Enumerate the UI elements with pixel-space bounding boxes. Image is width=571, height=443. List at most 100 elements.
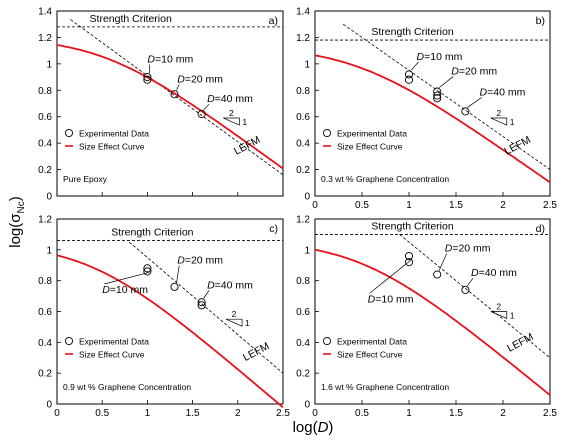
legend-marker-data <box>64 128 74 138</box>
lefm-label: LEFM <box>505 331 535 355</box>
data-point <box>197 298 206 307</box>
y-axis-label: log(σNc) <box>7 196 27 248</box>
y-tick-label: 0.4 <box>38 139 52 150</box>
y-tick-label: 0.2 <box>38 369 52 380</box>
strength-criterion-label: Strength Criterion <box>371 220 453 232</box>
size-label-variable: D <box>480 87 488 99</box>
size-label: D=10 mm <box>368 293 414 305</box>
size-label-variable: D <box>451 65 459 77</box>
y-tick-label: 0 <box>304 192 310 203</box>
size-label-value: =10 mm <box>375 293 413 305</box>
size-label-value: =10 mm <box>424 51 462 63</box>
size-label-value: =40 mm <box>487 87 525 99</box>
size-label-variable: D <box>177 73 185 85</box>
y-tick-label: 1 <box>46 245 52 256</box>
y-tick-label: 0.2 <box>296 369 310 380</box>
lefm-asymptote-line <box>129 241 284 374</box>
y-tick-label: 1.4 <box>296 7 310 18</box>
slope-run-label: 2 <box>496 108 501 118</box>
size-effect-curve <box>314 54 551 184</box>
x-tick-label: 0.5 <box>95 408 109 419</box>
x-tick-label: 1 <box>145 408 151 419</box>
panel-label: c) <box>269 223 278 235</box>
x-tick-label: 0.5 <box>355 200 369 211</box>
panel-caption: 0.9 wt % Graphene Concentration <box>63 382 191 392</box>
y-tick-label: 0.6 <box>38 307 52 318</box>
y-tick-label: 0.8 <box>38 276 52 287</box>
panel-caption: 0.3 wt % Graphene Concentration <box>321 174 449 184</box>
legend-entry-curve: Size Effect Curve <box>337 142 403 152</box>
x-tick-label: 1.5 <box>186 408 200 419</box>
y-tick-label: 0.4 <box>296 338 310 349</box>
x-tick-label: 0 <box>312 200 318 211</box>
y-tick-label: 0.2 <box>38 165 52 176</box>
x-tick-label: 1.5 <box>449 408 463 419</box>
y-tick-label: 0 <box>46 192 52 203</box>
plot-frame <box>314 10 551 197</box>
size-label-variable: D <box>445 242 453 254</box>
size-label-value: =10 mm <box>110 284 148 296</box>
x-tick-label: 1 <box>406 200 412 211</box>
data-point <box>404 70 414 79</box>
slope-run-label: 2 <box>232 309 237 319</box>
data-point <box>461 285 470 294</box>
data-point <box>143 75 152 84</box>
size-label: D=20 mm <box>451 65 497 77</box>
x-axis-label: log(D) <box>293 419 334 436</box>
size-label-variable: D <box>471 267 479 279</box>
x-tick-label: 2.5 <box>543 408 557 419</box>
size-label-leader <box>203 290 210 299</box>
size-label-value: =40 mm <box>215 93 253 105</box>
x-tick-label: 0.5 <box>355 408 369 419</box>
size-label-value: =20 mm <box>185 255 223 267</box>
slope-rise-label: 1 <box>242 117 247 127</box>
y-tick-label: 0.6 <box>296 112 310 123</box>
size-label-value: =20 mm <box>185 73 223 85</box>
y-tick-label: 0 <box>46 400 52 411</box>
size-label-value: =40 mm <box>215 279 253 291</box>
size-label-leader <box>104 271 150 285</box>
y-tick-label: 1.2 <box>296 33 310 44</box>
data-point <box>197 301 206 310</box>
slope-run-label: 2 <box>229 108 234 118</box>
data-point <box>404 258 414 267</box>
strength-criterion-label: Strength Criterion <box>111 227 193 239</box>
strength-criterion-label: Strength Criterion <box>90 13 172 25</box>
size-label-variable: D <box>417 51 425 63</box>
size-label-leader <box>369 259 412 294</box>
size-label-value: =20 mm <box>459 65 497 77</box>
panel-caption: Pure Epoxy <box>63 174 108 184</box>
plot-frame <box>56 10 284 197</box>
y-tick-label: 1.2 <box>296 215 310 226</box>
legend-marker-data <box>322 128 332 138</box>
y-tick-label: 0.4 <box>38 338 52 349</box>
chart-panel-c: 0 0.2 0.4 0.6 0.8 1 1.2 0 0.5 1 1.5 2 2.5 Strength Cr… <box>38 215 290 420</box>
legend-marker-data <box>322 336 332 346</box>
y-tick-label: 0.4 <box>296 139 310 150</box>
data-point <box>404 75 414 84</box>
size-label-leader <box>467 97 482 108</box>
panel-label: d) <box>536 223 545 235</box>
legend-marker-data <box>64 336 74 346</box>
x-tick-label: 1 <box>406 408 412 419</box>
chart-panel-d: 0 0.2 0.4 0.6 0.8 1 1.2 0 0.5 1 1.5 2 2.5 Strength Cr… <box>296 215 557 420</box>
size-label-value: =10 mm <box>155 54 193 66</box>
y-tick-label: 0.8 <box>296 276 310 287</box>
y-tick-label: 0.6 <box>296 307 310 318</box>
size-effect-curve <box>56 44 284 170</box>
legend-entry-data: Experimental Data <box>337 337 407 347</box>
y-tick-label: 1.2 <box>38 33 52 44</box>
x-tick-label: 2 <box>500 408 506 419</box>
size-label: D=40 mm <box>207 279 253 291</box>
data-point <box>143 267 152 276</box>
size-label: D=20 mm <box>177 73 223 85</box>
legend-entry-data: Experimental Data <box>79 129 149 139</box>
size-label-value: =20 mm <box>452 242 490 254</box>
size-label: D=40 mm <box>480 87 526 99</box>
size-label-variable: D <box>368 293 376 305</box>
slope-run-label: 2 <box>496 302 501 312</box>
size-label: D=20 mm <box>177 255 223 267</box>
x-tick-label: 2 <box>235 408 241 419</box>
data-point <box>461 107 470 116</box>
y-tick-label: 1.4 <box>38 7 52 18</box>
